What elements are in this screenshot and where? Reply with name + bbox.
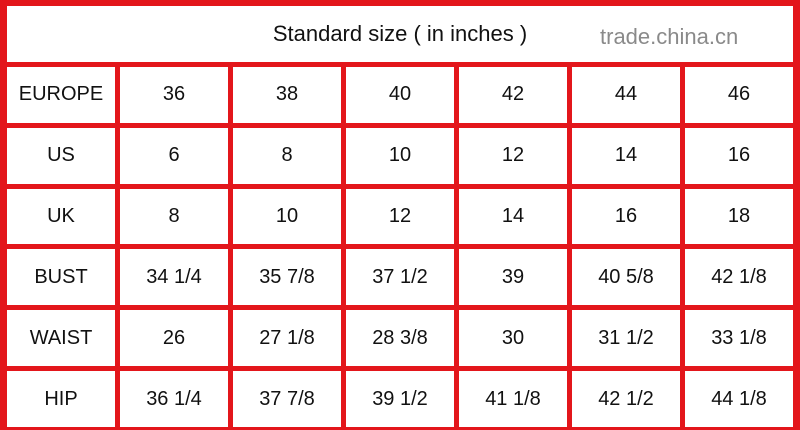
table-cell: 34 1/4 (120, 249, 228, 306)
table-cell: 16 (572, 188, 680, 245)
table-cell: 14 (572, 127, 680, 184)
table-cell: 16 (685, 127, 793, 184)
table-cell: 10 (233, 188, 341, 245)
table-cell: 36 1/4 (120, 371, 228, 427)
row-label: WAIST (7, 310, 115, 367)
table-cell: 8 (120, 188, 228, 245)
table-cell: 36 (120, 67, 228, 123)
table-cell: 27 1/8 (233, 310, 341, 367)
table-cell: 6 (120, 127, 228, 184)
table-cell: 37 1/2 (346, 249, 454, 306)
table-cell: 42 (459, 67, 567, 123)
table-cell: 12 (346, 188, 454, 245)
row-label: HIP (7, 371, 115, 427)
table-cell: 44 (572, 67, 680, 123)
table-cell: 39 1/2 (346, 371, 454, 427)
table-cell: 40 5/8 (572, 249, 680, 306)
table-cell: 38 (233, 67, 341, 123)
table-cell: 31 1/2 (572, 310, 680, 367)
table-cell: 14 (459, 188, 567, 245)
table-cell: 46 (685, 67, 793, 123)
table-cell: 42 1/2 (572, 371, 680, 427)
table-cell: 26 (120, 310, 228, 367)
watermark: trade.china.cn (600, 24, 739, 49)
row-label: BUST (7, 249, 115, 306)
table-cell: 44 1/8 (685, 371, 793, 427)
table-cell: 41 1/8 (459, 371, 567, 427)
row-label: UK (7, 188, 115, 245)
table-cell: 30 (459, 310, 567, 367)
table-cell: 39 (459, 249, 567, 306)
table-cell: 18 (685, 188, 793, 245)
row-label: EUROPE (7, 67, 115, 123)
table-cell: 12 (459, 127, 567, 184)
table-cell: 28 3/8 (346, 310, 454, 367)
table-cell: 35 7/8 (233, 249, 341, 306)
table-title: Standard size ( in inches ) (7, 6, 793, 62)
table-cell: 10 (346, 127, 454, 184)
row-label: US (7, 127, 115, 184)
table-cell: 40 (346, 67, 454, 123)
table-cell: 8 (233, 127, 341, 184)
table-cell: 37 7/8 (233, 371, 341, 427)
table-cell: 42 1/8 (685, 249, 793, 306)
table-cell: 33 1/8 (685, 310, 793, 367)
